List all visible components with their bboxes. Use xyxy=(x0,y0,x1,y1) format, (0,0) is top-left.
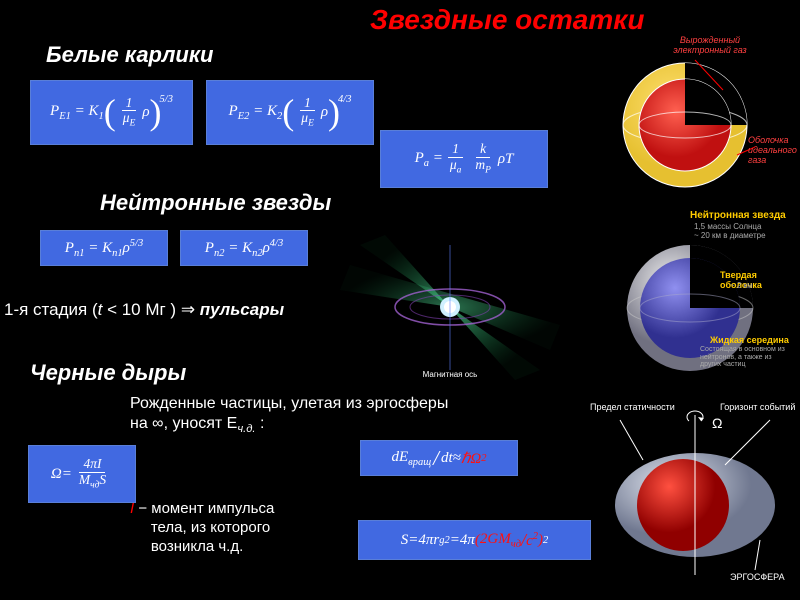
bh-ergo: ЭРГОСФЕРА xyxy=(730,572,785,582)
ns-core2: Состоящая в основном изнейтронов, а такж… xyxy=(700,346,785,369)
bh-horizon: Горизонт событий xyxy=(720,402,795,412)
formula-pe2: PE2 = K2 ( 1μE ρ ) 4/3 xyxy=(206,80,374,145)
svg-text:Магнитная ось: Магнитная ось xyxy=(423,370,478,379)
ns-core: Жидкая середина xyxy=(710,335,789,345)
stage-text: 1-я стадия (t < 10 Мг ) ⇒ пульсары xyxy=(4,300,284,320)
section1-title: Белые карлики xyxy=(46,42,213,68)
section3-title: Черные дыры xyxy=(30,360,186,386)
pulsar-diagram: Магнитная ось xyxy=(340,235,560,380)
main-title: Звездные остатки xyxy=(370,4,645,36)
formula-pa: Pa = 1μa kmP ρT xyxy=(380,130,548,188)
black-hole-diagram xyxy=(595,405,795,585)
wd-core-label: Вырожденныйэлектронный газ xyxy=(660,35,760,55)
white-dwarf-diagram xyxy=(605,40,775,195)
bh-text2: на ∞, уносят Eч.д. : xyxy=(130,415,264,435)
ns-crust2: ~ 2 км xyxy=(730,281,753,290)
bh-omega: Ω xyxy=(712,415,722,431)
bh-text1: Рожденные частицы, улетая из эргосферы xyxy=(130,395,448,413)
bh-limit: Предел статичности xyxy=(590,402,675,412)
wd-shell-label: Оболочкаидеальногогаза xyxy=(748,135,797,165)
formula-s: S = 4πrg2 = 4π ( 2GMчд / c2 )2 xyxy=(358,520,591,560)
formula-pn1: Pn1 = Kn1ρ5/3 xyxy=(40,230,168,266)
formula-pe1: PE1 = K1 ( 1μE ρ ) 5/3 xyxy=(30,80,193,145)
section2-title: Нейтронные звезды xyxy=(100,190,331,216)
formula-pn2: Pn2 = Kn2ρ4/3 xyxy=(180,230,308,266)
ns-sub: 1,5 массы Солнца~ 20 км в диаметре xyxy=(694,222,766,240)
formula-de: dEвращ / dt ≈ ℏΩ2 xyxy=(360,440,518,476)
ns-title: Нейтронная звезда xyxy=(690,210,786,221)
formula-omega: Ω = 4πI MчдS xyxy=(28,445,136,503)
bh-note: I − I − момент импульсамомент импульса т… xyxy=(130,500,274,556)
